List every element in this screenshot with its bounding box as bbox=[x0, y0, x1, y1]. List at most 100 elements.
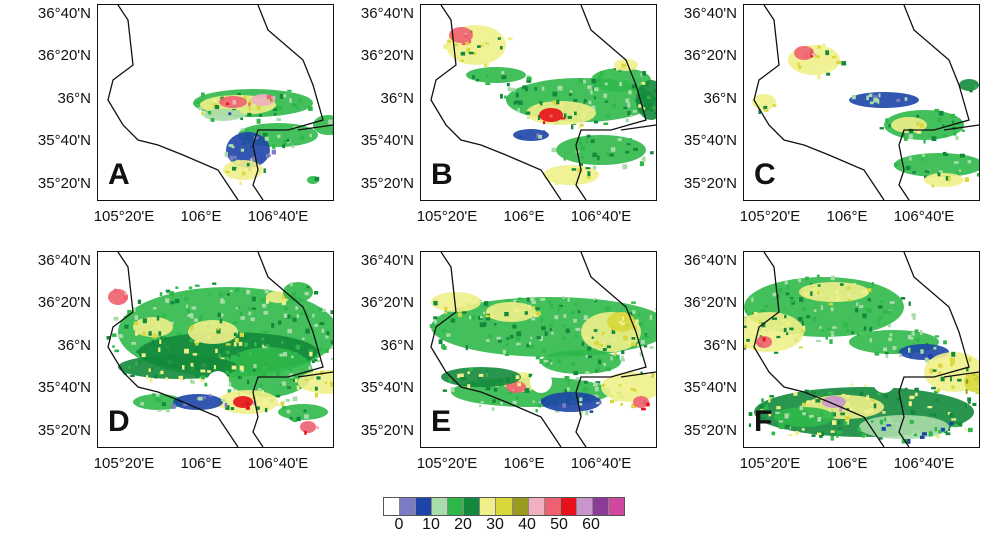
latitude-label: 35°20'N bbox=[683, 422, 737, 439]
echo-cell bbox=[449, 27, 473, 46]
colorbar-label: 60 bbox=[582, 516, 600, 533]
latitude-label: 36°40'N bbox=[360, 252, 414, 269]
latitude-label: 35°20'N bbox=[360, 422, 414, 439]
radar-map: F bbox=[743, 251, 980, 448]
reflectivity-field bbox=[106, 252, 333, 447]
colorbar-swatch bbox=[448, 498, 465, 515]
echo-cell bbox=[108, 288, 128, 305]
echo-cell bbox=[188, 319, 245, 346]
longitude-label: 106°E bbox=[180, 455, 222, 472]
province-boundary bbox=[430, 252, 562, 447]
panel-letter: B bbox=[431, 158, 453, 191]
echo-cell bbox=[539, 108, 566, 125]
panel-letter: F bbox=[754, 405, 773, 438]
longitude-label: 106°40'E bbox=[247, 455, 309, 472]
latitude-label: 35°40'N bbox=[683, 379, 737, 396]
latitude-label: 35°40'N bbox=[683, 132, 737, 149]
longitude-label: 105°20'E bbox=[93, 455, 155, 472]
latitude-label: 36°40'N bbox=[683, 252, 737, 269]
longitude-label: 105°20'E bbox=[739, 455, 801, 472]
province-boundary bbox=[575, 252, 647, 447]
echo-cell bbox=[774, 405, 834, 429]
longitude-label: 105°20'E bbox=[93, 208, 155, 225]
echo-cell bbox=[849, 92, 919, 108]
echo-cell bbox=[543, 165, 599, 189]
latitude-label: 36°40'N bbox=[37, 252, 91, 269]
colorbar-swatch bbox=[528, 498, 545, 515]
colorbar-swatch bbox=[416, 498, 433, 515]
panel-letter: A bbox=[108, 158, 130, 191]
province-boundary bbox=[753, 252, 885, 447]
echo-cell bbox=[891, 117, 927, 134]
colorbar-swatch bbox=[432, 498, 449, 515]
colorbar-swatch bbox=[592, 498, 609, 515]
colorbar-swatch bbox=[496, 498, 513, 515]
colorbar-label: 20 bbox=[454, 516, 472, 533]
longitude-label: 105°20'E bbox=[739, 208, 801, 225]
echo-cell bbox=[755, 336, 772, 348]
province-boundary bbox=[252, 252, 324, 447]
radar-map: E bbox=[420, 251, 657, 448]
latitude-label: 36°20'N bbox=[37, 47, 91, 64]
province-boundary bbox=[430, 5, 562, 200]
colorbar-label: 30 bbox=[486, 516, 504, 533]
echo-cell bbox=[203, 109, 246, 122]
latitude-label: 36°40'N bbox=[37, 5, 91, 22]
colorbar-label: 40 bbox=[518, 516, 536, 533]
latitude-label: 36°20'N bbox=[360, 47, 414, 64]
echo-cell bbox=[251, 94, 276, 106]
latitude-label: 35°40'N bbox=[360, 132, 414, 149]
colorbar-swatch bbox=[560, 498, 577, 515]
echo-cell bbox=[799, 282, 872, 306]
colorbar bbox=[383, 497, 625, 516]
latitude-label: 36°20'N bbox=[37, 294, 91, 311]
latitude-label: 36°N bbox=[703, 90, 737, 107]
echo-cell bbox=[551, 134, 654, 170]
longitude-label: 106°40'E bbox=[893, 208, 955, 225]
colorbar-swatch bbox=[384, 498, 401, 515]
reflectivity-field bbox=[430, 5, 656, 200]
longitude-label: 106°E bbox=[503, 208, 545, 225]
latitude-label: 36°20'N bbox=[683, 294, 737, 311]
province-boundary bbox=[898, 5, 970, 200]
longitude-label: 106°40'E bbox=[893, 455, 955, 472]
province-boundary bbox=[107, 252, 239, 447]
colorbar-swatch bbox=[464, 498, 481, 515]
colorbar-swatch bbox=[576, 498, 593, 515]
echo-cell bbox=[431, 292, 489, 317]
echo-cell bbox=[541, 392, 602, 416]
colorbar-label: 0 bbox=[394, 516, 404, 533]
longitude-label: 106°40'E bbox=[570, 455, 632, 472]
echo-cell bbox=[857, 415, 954, 444]
province-boundary bbox=[753, 5, 885, 200]
colorbar-swatch bbox=[544, 498, 561, 515]
latitude-label: 35°20'N bbox=[683, 175, 737, 192]
colorbar-swatch bbox=[480, 498, 497, 515]
radar-map: D bbox=[97, 251, 334, 448]
longitude-label: 106°40'E bbox=[247, 208, 309, 225]
echo-cell bbox=[601, 371, 656, 409]
radar-site-gap bbox=[530, 371, 552, 393]
radar-map: C bbox=[743, 4, 980, 201]
province-boundary bbox=[898, 252, 970, 447]
echo-cell bbox=[133, 393, 183, 413]
latitude-label: 35°20'N bbox=[37, 422, 91, 439]
echo-cell bbox=[300, 421, 320, 435]
province-boundary bbox=[943, 371, 979, 378]
longitude-label: 105°20'E bbox=[416, 455, 478, 472]
radar-map: A bbox=[97, 4, 334, 201]
province-boundary bbox=[943, 124, 979, 131]
echo-cell bbox=[924, 172, 969, 188]
latitude-label: 35°40'N bbox=[37, 379, 91, 396]
latitude-label: 36°40'N bbox=[683, 5, 737, 22]
longitude-label: 105°20'E bbox=[416, 208, 478, 225]
province-boundary bbox=[575, 5, 647, 200]
echo-cell bbox=[171, 394, 228, 410]
echo-cell bbox=[964, 372, 979, 395]
colorbar-label: 10 bbox=[422, 516, 440, 533]
echo-cell bbox=[283, 282, 319, 302]
province-boundary bbox=[297, 371, 333, 378]
echo-cell bbox=[794, 46, 817, 60]
echo-cell bbox=[636, 80, 656, 120]
panel-letter: C bbox=[754, 158, 776, 191]
